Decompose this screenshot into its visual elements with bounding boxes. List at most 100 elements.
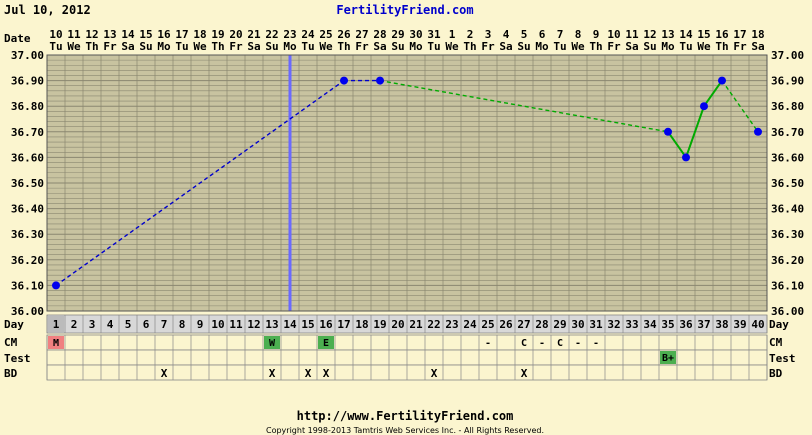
day-number: 2 bbox=[71, 318, 78, 331]
footer-url: http://www.FertilityFriend.com bbox=[297, 409, 514, 423]
day-number: 34 bbox=[643, 318, 657, 331]
date-label: 4 bbox=[503, 28, 510, 41]
bd-mark: X bbox=[269, 367, 276, 380]
day-number: 12 bbox=[247, 318, 260, 331]
weekday-label: Sa bbox=[499, 40, 512, 53]
weekday-label: Fr bbox=[229, 40, 243, 53]
date-label: 14 bbox=[121, 28, 135, 41]
weekday-label: Tu bbox=[427, 40, 440, 53]
cm-value: E bbox=[323, 338, 329, 349]
date-label: 24 bbox=[301, 28, 315, 41]
temperature-point bbox=[700, 102, 708, 111]
date-label: 2 bbox=[467, 28, 474, 41]
weekday-label: Tu bbox=[49, 40, 62, 53]
day-number: 36 bbox=[679, 318, 693, 331]
weekday-label: We bbox=[319, 40, 333, 53]
day-number: 18 bbox=[355, 318, 368, 331]
day-number: 30 bbox=[571, 318, 584, 331]
day-number: 37 bbox=[697, 318, 710, 331]
day-number: 8 bbox=[179, 318, 186, 331]
day-number: 21 bbox=[409, 318, 423, 331]
date-label: 9 bbox=[593, 28, 600, 41]
date-label: 26 bbox=[337, 28, 351, 41]
bd-mark: X bbox=[521, 367, 528, 380]
weekday-label: Mo bbox=[157, 40, 171, 53]
y-tick-label-left: 37.00 bbox=[11, 49, 44, 62]
test-row-label-right: Test bbox=[769, 352, 796, 365]
weekday-label: Tu bbox=[175, 40, 188, 53]
weekday-label: Fr bbox=[103, 40, 117, 53]
date-label: 13 bbox=[661, 28, 674, 41]
day-number: 7 bbox=[161, 318, 168, 331]
day-number: 3 bbox=[89, 318, 96, 331]
day-number: 39 bbox=[733, 318, 746, 331]
temperature-segment bbox=[667, 131, 687, 158]
day-number: 35 bbox=[661, 318, 674, 331]
temperature-point bbox=[664, 127, 672, 136]
test-row-label: Test bbox=[4, 352, 31, 365]
day-number: 29 bbox=[553, 318, 566, 331]
date-label: 5 bbox=[521, 28, 528, 41]
date-label: 1 bbox=[449, 28, 456, 41]
date-label: 31 bbox=[427, 28, 441, 41]
day-number: 23 bbox=[445, 318, 458, 331]
bd-mark: X bbox=[305, 367, 312, 380]
date-label: 7 bbox=[557, 28, 564, 41]
weekday-label: Th bbox=[589, 40, 602, 53]
y-tick-label-right: 36.80 bbox=[771, 100, 804, 113]
date-label: 30 bbox=[409, 28, 422, 41]
day-number: 14 bbox=[283, 318, 297, 331]
y-tick-label-left: 36.60 bbox=[11, 151, 44, 164]
site-name: FertilityFriend.com bbox=[336, 3, 473, 17]
day-number: 40 bbox=[751, 318, 764, 331]
cm-value: - bbox=[539, 338, 545, 349]
date-row-label: Date bbox=[4, 32, 31, 45]
weekday-label: We bbox=[67, 40, 81, 53]
date-label: 8 bbox=[575, 28, 582, 41]
weekday-label: We bbox=[571, 40, 585, 53]
date-label: 29 bbox=[391, 28, 404, 41]
day-row-label: Day bbox=[4, 318, 24, 331]
weekday-label: Th bbox=[211, 40, 224, 53]
weekday-label: We bbox=[445, 40, 459, 53]
weekday-label: Sa bbox=[751, 40, 764, 53]
date-label: 14 bbox=[679, 28, 693, 41]
date-label: 23 bbox=[283, 28, 296, 41]
date-label: 12 bbox=[643, 28, 656, 41]
weekday-label: Su bbox=[265, 40, 278, 53]
test-box bbox=[660, 351, 676, 364]
y-tick-label-left: 36.10 bbox=[11, 279, 44, 292]
cm-value: - bbox=[485, 338, 491, 349]
y-tick-label-right: 36.20 bbox=[771, 254, 804, 267]
day-number: 22 bbox=[427, 318, 440, 331]
temperature-point bbox=[52, 281, 60, 290]
weekday-label: Th bbox=[85, 40, 98, 53]
cm-row-label: CM bbox=[4, 336, 18, 349]
day-number: 20 bbox=[391, 318, 404, 331]
y-tick-label-right: 36.00 bbox=[771, 305, 804, 318]
weekday-label: Su bbox=[139, 40, 152, 53]
weekday-label: We bbox=[193, 40, 207, 53]
cm-period-box bbox=[48, 336, 64, 349]
date-label: 11 bbox=[67, 28, 81, 41]
date-label: 15 bbox=[139, 28, 152, 41]
date-label: 20 bbox=[229, 28, 242, 41]
date-label: 10 bbox=[607, 28, 620, 41]
weekday-label: Su bbox=[391, 40, 404, 53]
bd-row-label: BD bbox=[4, 367, 18, 380]
temperature-segment bbox=[703, 80, 723, 107]
day-number: 10 bbox=[211, 318, 224, 331]
weekday-label: Sa bbox=[121, 40, 134, 53]
weekday-label: Mo bbox=[283, 40, 297, 53]
day-number: 6 bbox=[143, 318, 150, 331]
y-tick-label-right: 36.10 bbox=[771, 279, 804, 292]
day-number: 33 bbox=[625, 318, 638, 331]
weekday-label: Su bbox=[643, 40, 656, 53]
cm-fertile-box bbox=[318, 336, 334, 349]
y-tick-label-left: 36.90 bbox=[11, 75, 44, 88]
day-number: 24 bbox=[463, 318, 477, 331]
y-tick-label-left: 36.50 bbox=[11, 177, 44, 190]
day-number: 27 bbox=[517, 318, 530, 331]
weekday-label: Fr bbox=[733, 40, 747, 53]
